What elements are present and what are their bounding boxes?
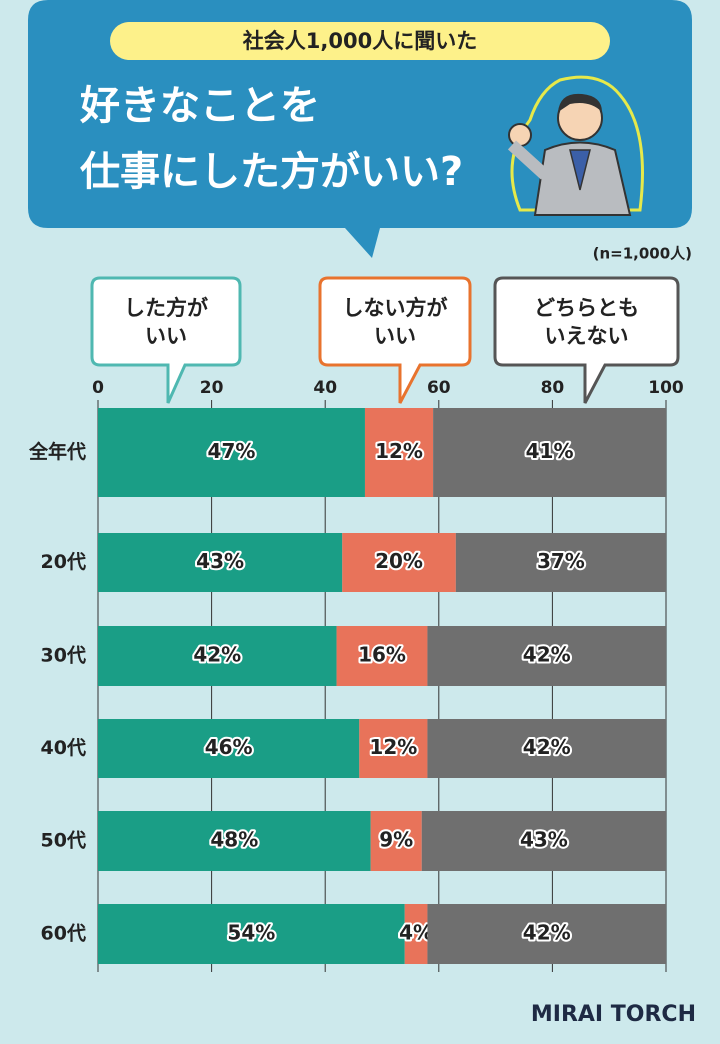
bar-segment: [364, 408, 434, 497]
x-tick-label: 80: [541, 378, 565, 398]
data-label: 48%: [210, 828, 258, 852]
illustration: [507, 75, 644, 216]
y-tick-label: 50代: [41, 830, 86, 852]
bar-segment: [359, 719, 428, 778]
bar-segment: [427, 626, 666, 686]
callout-box: [318, 276, 472, 404]
title-line: 仕事にした方がいい?: [80, 149, 463, 195]
bar-segment: [98, 533, 343, 592]
x-tick-label: 40: [313, 378, 337, 398]
speech-bubble: [28, 0, 692, 258]
callout-box: [90, 276, 242, 404]
callout-box: [493, 276, 680, 404]
data-label: 43%: [520, 828, 568, 852]
bar-segment: [404, 904, 428, 964]
subtitle: 社会人1,000人に聞いた: [242, 29, 477, 53]
bar-segment: [342, 533, 456, 592]
data-label: 12%: [375, 439, 423, 463]
data-label: 47%: [208, 439, 256, 463]
subtitle-pill: [110, 22, 610, 60]
bar-segment: [336, 626, 428, 686]
bar-segment: [427, 719, 666, 778]
data-label: 42%: [523, 735, 571, 759]
x-tick-label: 20: [200, 378, 224, 398]
data-label: 16%: [358, 643, 406, 667]
legend-entry: した方が いい: [124, 295, 208, 348]
data-label: 54%: [227, 921, 275, 945]
bar-segment: [98, 719, 360, 778]
y-tick-label: 40代: [41, 737, 86, 759]
data-label: 41%: [526, 439, 574, 463]
legend-entry: どちらとも いえない: [534, 295, 639, 348]
x-tick-label: 100: [648, 378, 684, 398]
bar-segment: [421, 811, 666, 871]
y-tick-label: 20代: [41, 551, 86, 573]
data-label: 12%: [369, 735, 417, 759]
y-tick-label: 60代: [41, 923, 86, 945]
x-tick-label: 60: [427, 378, 451, 398]
bar-segment: [98, 811, 371, 871]
title-line: 好きなことを: [79, 83, 320, 129]
data-label: 42%: [523, 921, 571, 945]
data-label: 46%: [205, 735, 253, 759]
x-tick-label: 0: [92, 378, 104, 398]
y-tick-label: 30代: [41, 645, 86, 667]
bar-segment: [370, 811, 422, 871]
y-tick-label: 全年代: [28, 440, 86, 463]
bar-segment: [455, 533, 666, 592]
bar-segment: [98, 626, 337, 686]
note: (n=1,000人): [593, 245, 692, 263]
bar-segment: [98, 408, 365, 497]
data-label: 9%: [379, 828, 413, 852]
data-label: 43%: [196, 549, 244, 573]
data-label: 37%: [537, 549, 585, 573]
logo: MIRAI TORCH: [531, 1002, 696, 1027]
data-label: 20%: [375, 549, 423, 573]
bar-segment: [427, 904, 666, 964]
data-label: 42%: [523, 643, 571, 667]
bar-segment: [433, 408, 666, 497]
bar-segment: [98, 904, 405, 964]
data-label: 42%: [193, 643, 241, 667]
legend-entry: しない方が いい: [342, 295, 448, 348]
